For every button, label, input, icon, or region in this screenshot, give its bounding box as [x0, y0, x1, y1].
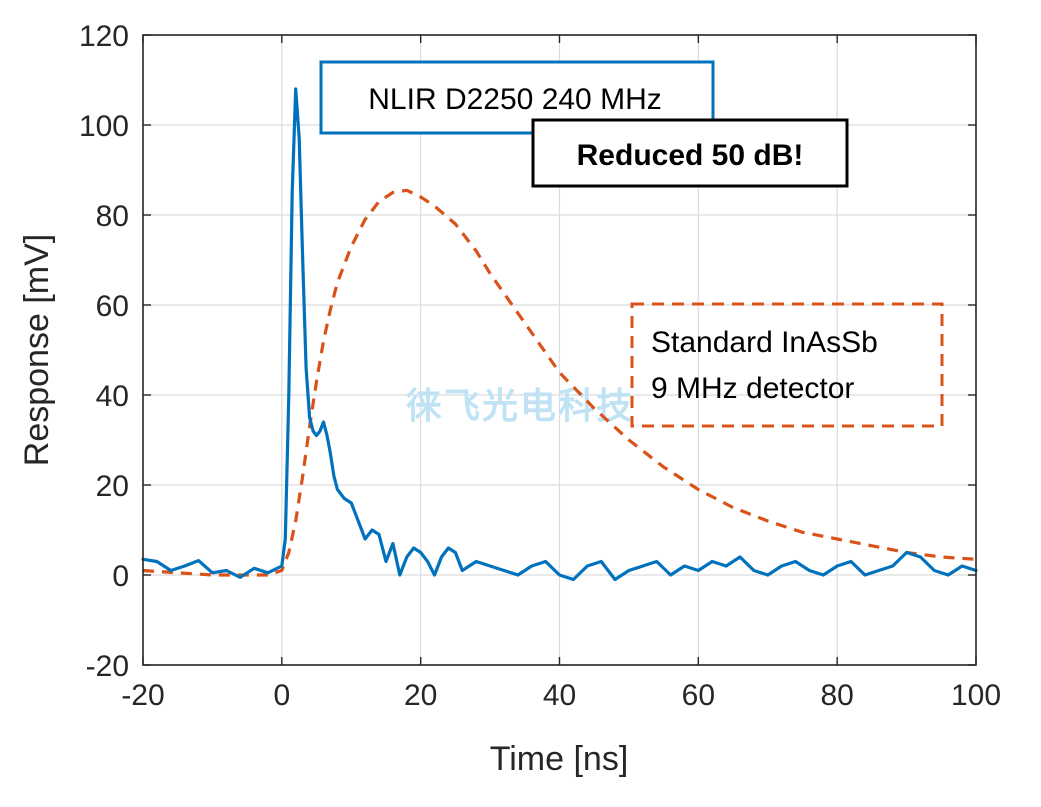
y-axis-label: Response [mV]: [18, 234, 56, 466]
watermark: 徕飞光电科技: [406, 386, 634, 427]
x-tick-label: -20: [121, 679, 164, 712]
reduced-label: Reduced 50 dB!: [577, 139, 804, 172]
x-tick-label: 40: [543, 679, 576, 712]
standard-legend-box: [630, 302, 944, 428]
y-tick-label: -20: [86, 650, 129, 683]
standard-legend-line1: Standard InAsSb: [651, 326, 878, 359]
series-layer: [141, 87, 978, 582]
y-tick-label: 40: [96, 380, 129, 413]
y-tick-label: 80: [96, 200, 129, 233]
reduced-box: [531, 118, 849, 188]
x-tick-label: 0: [273, 679, 290, 712]
y-tick-label: 20: [96, 470, 129, 503]
y-tick-label: 60: [96, 290, 129, 323]
x-tick-label: 20: [404, 679, 437, 712]
y-tick-label: 100: [79, 110, 129, 143]
x-tick-label: 100: [951, 679, 1001, 712]
y-tick-label: 120: [79, 20, 129, 53]
nlir-legend-label: NLIR D2250 240 MHz: [368, 83, 661, 116]
axis-ticks: -20 0 20 40 60 80 100 -20 0 20 40 60 80 100 120: [79, 20, 1001, 712]
series-line-standard: [142, 188, 977, 577]
x-tick-label: 80: [820, 679, 853, 712]
series-line-nlir: [141, 87, 978, 582]
y-tick-label: 0: [112, 560, 129, 593]
standard-legend-line2: 9 MHz detector: [651, 372, 854, 405]
x-tick-label: 60: [682, 679, 715, 712]
x-axis-label: Time [ns]: [490, 740, 629, 778]
